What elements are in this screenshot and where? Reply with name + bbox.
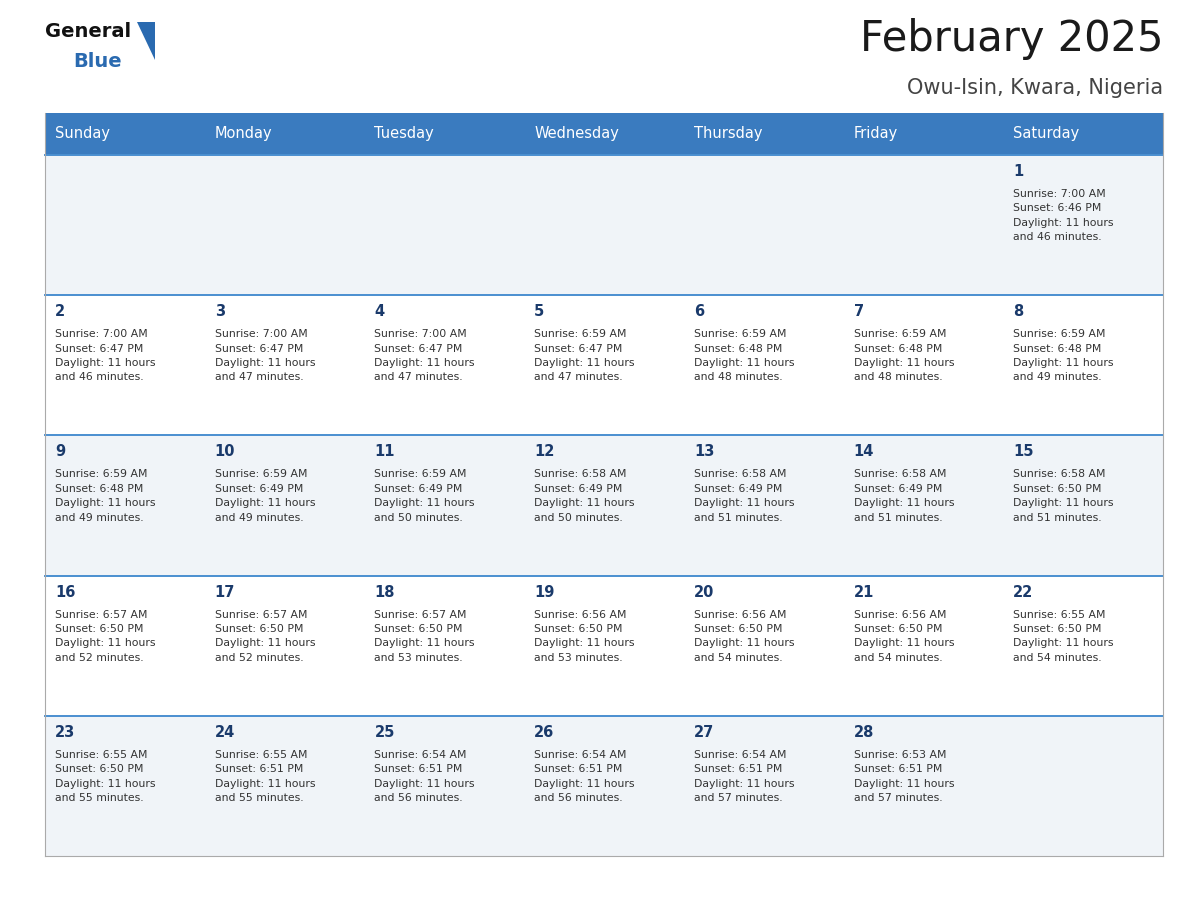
Text: Sunrise: 6:54 AM
Sunset: 6:51 PM
Daylight: 11 hours
and 56 minutes.: Sunrise: 6:54 AM Sunset: 6:51 PM Dayligh… [374, 750, 475, 803]
Text: 27: 27 [694, 725, 714, 740]
Text: Owu-Isin, Kwara, Nigeria: Owu-Isin, Kwara, Nigeria [906, 78, 1163, 98]
Text: 23: 23 [55, 725, 75, 740]
Text: Sunrise: 6:59 AM
Sunset: 6:47 PM
Daylight: 11 hours
and 47 minutes.: Sunrise: 6:59 AM Sunset: 6:47 PM Dayligh… [535, 330, 634, 383]
Text: Thursday: Thursday [694, 127, 763, 141]
Bar [45, 435, 1163, 576]
Text: Friday: Friday [853, 127, 898, 141]
Bar [45, 113, 1163, 155]
Text: Sunrise: 6:58 AM
Sunset: 6:49 PM
Daylight: 11 hours
and 51 minutes.: Sunrise: 6:58 AM Sunset: 6:49 PM Dayligh… [694, 469, 795, 522]
Text: 5: 5 [535, 304, 544, 319]
Text: February 2025: February 2025 [859, 18, 1163, 60]
Text: Sunrise: 6:55 AM
Sunset: 6:50 PM
Daylight: 11 hours
and 54 minutes.: Sunrise: 6:55 AM Sunset: 6:50 PM Dayligh… [1013, 610, 1114, 663]
Text: 2: 2 [55, 304, 65, 319]
Text: 17: 17 [215, 585, 235, 599]
Text: 18: 18 [374, 585, 394, 599]
Text: 3: 3 [215, 304, 225, 319]
Text: Sunrise: 6:55 AM
Sunset: 6:50 PM
Daylight: 11 hours
and 55 minutes.: Sunrise: 6:55 AM Sunset: 6:50 PM Dayligh… [55, 750, 156, 803]
Bar [45, 576, 1163, 716]
Text: 15: 15 [1013, 444, 1034, 459]
Bar [45, 716, 1163, 856]
Bar [45, 155, 1163, 296]
Text: General: General [45, 22, 131, 41]
Text: Sunrise: 7:00 AM
Sunset: 6:46 PM
Daylight: 11 hours
and 46 minutes.: Sunrise: 7:00 AM Sunset: 6:46 PM Dayligh… [1013, 189, 1114, 242]
Text: Sunrise: 6:56 AM
Sunset: 6:50 PM
Daylight: 11 hours
and 53 minutes.: Sunrise: 6:56 AM Sunset: 6:50 PM Dayligh… [535, 610, 634, 663]
Text: Sunrise: 6:58 AM
Sunset: 6:49 PM
Daylight: 11 hours
and 50 minutes.: Sunrise: 6:58 AM Sunset: 6:49 PM Dayligh… [535, 469, 634, 522]
Text: 20: 20 [694, 585, 714, 599]
Text: 1: 1 [1013, 164, 1024, 179]
Text: Sunrise: 7:00 AM
Sunset: 6:47 PM
Daylight: 11 hours
and 46 minutes.: Sunrise: 7:00 AM Sunset: 6:47 PM Dayligh… [55, 330, 156, 383]
Text: 6: 6 [694, 304, 704, 319]
Text: 16: 16 [55, 585, 75, 599]
Text: Sunrise: 6:53 AM
Sunset: 6:51 PM
Daylight: 11 hours
and 57 minutes.: Sunrise: 6:53 AM Sunset: 6:51 PM Dayligh… [853, 750, 954, 803]
Text: 22: 22 [1013, 585, 1034, 599]
Text: Monday: Monday [215, 127, 272, 141]
Text: Sunrise: 6:54 AM
Sunset: 6:51 PM
Daylight: 11 hours
and 56 minutes.: Sunrise: 6:54 AM Sunset: 6:51 PM Dayligh… [535, 750, 634, 803]
Text: Sunrise: 6:56 AM
Sunset: 6:50 PM
Daylight: 11 hours
and 54 minutes.: Sunrise: 6:56 AM Sunset: 6:50 PM Dayligh… [853, 610, 954, 663]
Text: Sunrise: 6:59 AM
Sunset: 6:48 PM
Daylight: 11 hours
and 49 minutes.: Sunrise: 6:59 AM Sunset: 6:48 PM Dayligh… [1013, 330, 1114, 383]
Text: Sunrise: 6:59 AM
Sunset: 6:49 PM
Daylight: 11 hours
and 49 minutes.: Sunrise: 6:59 AM Sunset: 6:49 PM Dayligh… [215, 469, 315, 522]
Text: Sunrise: 6:58 AM
Sunset: 6:49 PM
Daylight: 11 hours
and 51 minutes.: Sunrise: 6:58 AM Sunset: 6:49 PM Dayligh… [853, 469, 954, 522]
Text: Sunrise: 6:59 AM
Sunset: 6:48 PM
Daylight: 11 hours
and 49 minutes.: Sunrise: 6:59 AM Sunset: 6:48 PM Dayligh… [55, 469, 156, 522]
Text: 12: 12 [535, 444, 555, 459]
Text: Sunrise: 6:54 AM
Sunset: 6:51 PM
Daylight: 11 hours
and 57 minutes.: Sunrise: 6:54 AM Sunset: 6:51 PM Dayligh… [694, 750, 795, 803]
Text: 14: 14 [853, 444, 874, 459]
Text: Sunrise: 6:57 AM
Sunset: 6:50 PM
Daylight: 11 hours
and 53 minutes.: Sunrise: 6:57 AM Sunset: 6:50 PM Dayligh… [374, 610, 475, 663]
Text: Sunrise: 7:00 AM
Sunset: 6:47 PM
Daylight: 11 hours
and 47 minutes.: Sunrise: 7:00 AM Sunset: 6:47 PM Dayligh… [374, 330, 475, 383]
Text: Sunrise: 6:59 AM
Sunset: 6:49 PM
Daylight: 11 hours
and 50 minutes.: Sunrise: 6:59 AM Sunset: 6:49 PM Dayligh… [374, 469, 475, 522]
Text: Sunrise: 6:57 AM
Sunset: 6:50 PM
Daylight: 11 hours
and 52 minutes.: Sunrise: 6:57 AM Sunset: 6:50 PM Dayligh… [55, 610, 156, 663]
Text: Sunrise: 6:59 AM
Sunset: 6:48 PM
Daylight: 11 hours
and 48 minutes.: Sunrise: 6:59 AM Sunset: 6:48 PM Dayligh… [694, 330, 795, 383]
Text: 11: 11 [374, 444, 394, 459]
Text: 21: 21 [853, 585, 874, 599]
Text: Saturday: Saturday [1013, 127, 1080, 141]
Text: Sunrise: 6:59 AM
Sunset: 6:48 PM
Daylight: 11 hours
and 48 minutes.: Sunrise: 6:59 AM Sunset: 6:48 PM Dayligh… [853, 330, 954, 383]
Text: Sunrise: 6:57 AM
Sunset: 6:50 PM
Daylight: 11 hours
and 52 minutes.: Sunrise: 6:57 AM Sunset: 6:50 PM Dayligh… [215, 610, 315, 663]
Text: Tuesday: Tuesday [374, 127, 434, 141]
Text: 10: 10 [215, 444, 235, 459]
Text: Sunday: Sunday [55, 127, 110, 141]
Text: 25: 25 [374, 725, 394, 740]
Text: 13: 13 [694, 444, 714, 459]
Text: 19: 19 [535, 585, 555, 599]
Bar [45, 296, 1163, 435]
Text: Sunrise: 7:00 AM
Sunset: 6:47 PM
Daylight: 11 hours
and 47 minutes.: Sunrise: 7:00 AM Sunset: 6:47 PM Dayligh… [215, 330, 315, 383]
Text: 9: 9 [55, 444, 65, 459]
Text: 4: 4 [374, 304, 385, 319]
Text: 28: 28 [853, 725, 874, 740]
Text: Sunrise: 6:56 AM
Sunset: 6:50 PM
Daylight: 11 hours
and 54 minutes.: Sunrise: 6:56 AM Sunset: 6:50 PM Dayligh… [694, 610, 795, 663]
Text: Blue: Blue [72, 52, 121, 71]
Text: 7: 7 [853, 304, 864, 319]
Text: Wednesday: Wednesday [535, 127, 619, 141]
Text: 8: 8 [1013, 304, 1024, 319]
Text: 26: 26 [535, 725, 555, 740]
Text: Sunrise: 6:55 AM
Sunset: 6:51 PM
Daylight: 11 hours
and 55 minutes.: Sunrise: 6:55 AM Sunset: 6:51 PM Dayligh… [215, 750, 315, 803]
Polygon shape [137, 22, 154, 60]
Text: Sunrise: 6:58 AM
Sunset: 6:50 PM
Daylight: 11 hours
and 51 minutes.: Sunrise: 6:58 AM Sunset: 6:50 PM Dayligh… [1013, 469, 1114, 522]
Text: 24: 24 [215, 725, 235, 740]
